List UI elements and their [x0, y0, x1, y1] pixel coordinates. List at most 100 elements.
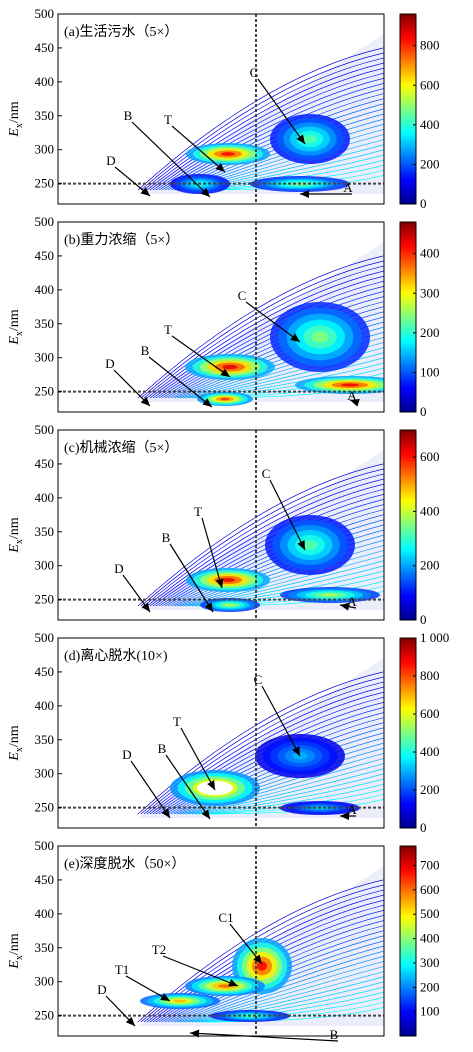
contour-line — [206, 164, 384, 191]
colorbar-tick-label: 0 — [420, 820, 427, 835]
peak-arrow — [162, 955, 239, 987]
contour-line — [197, 149, 384, 191]
colorbar-tick-label: 500 — [420, 906, 440, 921]
peak-label: D — [97, 982, 106, 997]
peak-label: T — [164, 112, 172, 127]
colorbar-tick-label: 200 — [420, 782, 440, 797]
y-tick-label: 350 — [35, 108, 55, 123]
y-tick-label: 400 — [35, 74, 55, 89]
colorbar-tick-label: 100 — [420, 364, 440, 379]
peak-label: B — [141, 343, 150, 358]
colorbar-tick-label: 200 — [420, 558, 440, 573]
contour-line — [137, 47, 384, 191]
plot-area — [58, 846, 384, 1036]
peak-arrowhead — [141, 602, 150, 612]
y-tick-label: 250 — [35, 176, 55, 191]
peak-arrow — [169, 543, 214, 613]
colorbar-tick-label: 800 — [420, 38, 440, 53]
contour-line — [200, 154, 384, 191]
intensity-contour — [225, 603, 235, 607]
intensity-contour — [173, 999, 187, 1003]
y-axis-label: Ex/nm — [7, 309, 25, 345]
y-tick-label: 250 — [35, 1008, 55, 1023]
contour-line — [194, 768, 384, 815]
peak-arrow — [245, 301, 301, 343]
colorbar-tick-label: 1 000 — [420, 630, 449, 645]
colorbar — [399, 845, 417, 1037]
peak-arrowhead — [296, 134, 305, 144]
contour-line — [140, 884, 384, 1023]
peak-label: T1 — [115, 962, 129, 977]
panel-title: (c)机械浓缩（5×） — [64, 440, 178, 456]
panel-3: 250 300 350 400 450 500 Ex/nm (c)机械浓缩（5×） T B D C A 0… — [7, 422, 440, 627]
contour-line — [152, 72, 384, 191]
y-tick-label: 450 — [35, 664, 55, 679]
contour-line — [203, 159, 384, 191]
peak-arrowhead — [350, 399, 360, 407]
peak-arrow — [131, 121, 211, 198]
plot-frame — [57, 637, 385, 829]
colorbar — [399, 13, 417, 205]
peak-label: T2 — [152, 942, 166, 957]
peak-arrow — [130, 760, 171, 819]
peak-arrow — [180, 727, 216, 791]
colorbar-tick-label: 200 — [420, 156, 440, 171]
colorbar-tick-label: 0 — [420, 196, 427, 211]
colorbar-tick-label: 700 — [420, 857, 440, 872]
peak-label: D — [105, 356, 114, 371]
peak-arrow — [148, 356, 213, 408]
colorbar — [399, 221, 417, 413]
contour-line — [143, 57, 384, 191]
panel-title: (b)重力浓缩（5×） — [64, 232, 179, 248]
contour-line — [158, 83, 384, 191]
contour-line — [137, 879, 384, 1023]
peak-arrowhead — [290, 333, 300, 342]
y-tick-label: 400 — [35, 490, 55, 505]
peak-arrowhead — [161, 808, 170, 818]
peak-arrowhead — [160, 993, 170, 1001]
intensity-contour — [220, 397, 230, 401]
colorbar-tick-label: 400 — [420, 503, 440, 518]
y-tick-label: 300 — [35, 350, 55, 365]
y-tick-label: 500 — [35, 630, 55, 645]
colorbar — [399, 429, 417, 621]
peak-arrow — [189, 1032, 339, 1042]
intensity-contour — [257, 961, 267, 971]
contour-line — [182, 955, 384, 1023]
peak-arrow — [269, 479, 306, 551]
peak-arrowhead — [292, 746, 300, 756]
peak-arrowhead — [300, 190, 309, 198]
peak-label: B — [162, 530, 171, 545]
colorbar-tick-label: 400 — [420, 744, 440, 759]
colorbar-tick-label: 0 — [420, 404, 427, 419]
contour-line — [200, 778, 384, 815]
y-tick-label: 400 — [35, 906, 55, 921]
plot-area — [58, 222, 384, 412]
contour-line — [146, 62, 384, 191]
colorbar — [399, 637, 417, 829]
peak-arrowhead — [215, 578, 224, 588]
peak-arrowhead — [340, 812, 349, 820]
contour-line — [137, 463, 384, 607]
peak-label: C — [238, 288, 247, 303]
y-axis-label: Ex/nm — [7, 517, 25, 553]
contour-line — [206, 788, 384, 815]
contour-line — [176, 945, 384, 1023]
y-axis-label: Ex/nm — [7, 725, 25, 761]
peak-arrowhead — [202, 398, 212, 407]
plot-frame — [57, 429, 385, 621]
peak-label: D — [114, 561, 123, 576]
colorbar-tick-label: 100 — [420, 1004, 440, 1019]
contour-line — [146, 270, 384, 399]
contour-line — [140, 468, 384, 607]
peak-arrowhead — [140, 396, 150, 406]
colorbar-tick-label: 600 — [420, 706, 440, 721]
peak-arrowhead — [201, 809, 210, 819]
contour-line — [179, 950, 384, 1023]
contour-line — [146, 478, 384, 607]
saturated-core — [197, 781, 233, 795]
y-tick-label: 400 — [35, 698, 55, 713]
peak-label: T — [173, 714, 181, 729]
y-tick-label: 450 — [35, 248, 55, 263]
